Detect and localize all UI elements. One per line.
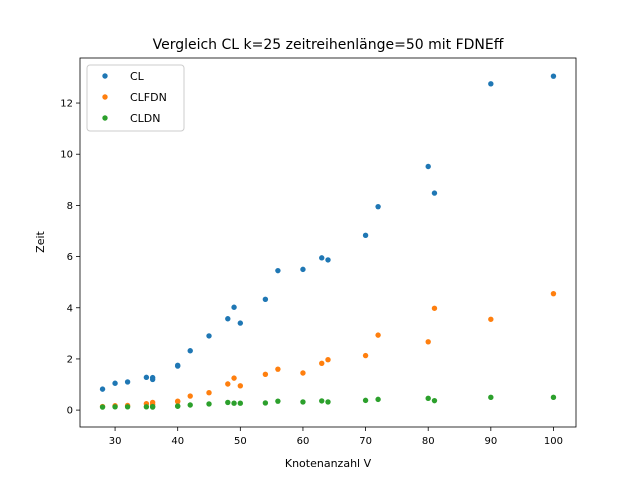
x-tick-label: 90 xyxy=(484,436,497,447)
data-point-clfdn xyxy=(488,316,494,322)
data-point-cl xyxy=(275,267,281,274)
data-point-clfdn xyxy=(319,360,325,366)
data-point-clfdn xyxy=(206,390,212,396)
data-point-cldn xyxy=(300,399,306,405)
y-tick-label: 12 xyxy=(60,99,73,110)
y-axis-label: Zeit xyxy=(34,230,47,252)
data-point-clfdn xyxy=(425,339,431,345)
x-tick-label: 30 xyxy=(109,436,122,447)
data-point-cl xyxy=(206,333,212,339)
data-point-cldn xyxy=(262,400,269,406)
data-point-clfdn xyxy=(225,381,231,387)
plot-area xyxy=(99,73,557,410)
series-clfdn xyxy=(99,290,557,410)
y-tick-label: 4 xyxy=(67,303,73,314)
data-point-cldn xyxy=(275,398,281,404)
y-axis: 0 2 4 6 8 10 12 xyxy=(60,99,80,417)
data-point-cldn xyxy=(431,397,438,404)
legend-marker xyxy=(102,73,108,79)
data-point-cl xyxy=(375,203,381,210)
legend-item-cldn: CLDN xyxy=(102,112,161,125)
x-axis: 30 40 50 60 70 80 90 100 xyxy=(109,427,563,447)
data-point-cldn xyxy=(112,404,118,410)
y-tick-label: 8 xyxy=(67,201,73,212)
x-tick-label: 40 xyxy=(171,436,184,447)
data-point-cl xyxy=(225,316,231,322)
data-point-clfdn xyxy=(262,371,269,377)
data-point-clfdn xyxy=(237,383,244,389)
x-tick-label: 100 xyxy=(544,436,563,447)
data-point-cl xyxy=(124,379,131,385)
data-point-cldn xyxy=(187,402,193,408)
data-point-cl xyxy=(112,380,118,386)
data-point-cl xyxy=(174,363,181,369)
data-point-clfdn xyxy=(300,370,306,376)
x-tick-label: 70 xyxy=(359,436,372,447)
data-point-cl xyxy=(143,374,150,381)
x-tick-label: 50 xyxy=(234,436,247,447)
plot-frame xyxy=(79,57,577,428)
data-point-cldn xyxy=(149,404,156,410)
data-point-cl xyxy=(231,304,237,310)
data-point-cl xyxy=(300,266,306,273)
data-point-cl xyxy=(362,232,369,239)
series-cldn xyxy=(99,394,557,410)
legend: CL CLFDN CLDN xyxy=(86,64,185,132)
data-point-cl xyxy=(488,81,494,87)
data-point-cldn xyxy=(231,400,237,406)
data-point-cl xyxy=(262,296,269,303)
data-point-cldn xyxy=(99,404,106,410)
data-point-cldn xyxy=(319,398,325,404)
y-tick-label: 0 xyxy=(67,406,73,417)
data-point-cldn xyxy=(488,394,494,401)
data-point-clfdn xyxy=(550,290,557,297)
x-tick-label: 80 xyxy=(422,436,435,447)
data-point-cl xyxy=(431,190,438,196)
data-point-cl xyxy=(319,255,325,261)
series-cl xyxy=(99,73,557,392)
data-point-cl xyxy=(325,257,331,263)
data-point-clfdn xyxy=(362,352,369,359)
legend-marker xyxy=(102,115,108,121)
legend-label: CLDN xyxy=(130,112,161,125)
data-point-clfdn xyxy=(275,366,281,372)
data-point-cldn xyxy=(425,395,431,402)
data-point-cldn xyxy=(206,401,212,407)
data-point-cldn xyxy=(124,404,131,410)
data-point-cl xyxy=(99,386,106,392)
data-point-clfdn xyxy=(174,398,181,405)
y-tick-label: 10 xyxy=(60,150,73,161)
data-point-cldn xyxy=(550,394,557,401)
legend-marker xyxy=(102,94,108,100)
legend-label: CL xyxy=(130,70,145,83)
data-point-clfdn xyxy=(325,356,331,363)
data-point-cldn xyxy=(237,400,244,406)
data-point-cl xyxy=(550,73,557,79)
y-tick-label: 2 xyxy=(67,354,73,365)
legend-box xyxy=(86,64,185,132)
legend-item-clfdn: CLFDN xyxy=(102,91,167,104)
data-point-clfdn xyxy=(231,375,237,381)
data-point-cl xyxy=(149,376,156,383)
data-point-cldn xyxy=(362,397,369,404)
data-point-cl xyxy=(237,320,244,326)
data-point-cldn xyxy=(174,403,181,409)
chart-title: Vergleich CL k=25 zeitreihenlänge=50 mit… xyxy=(153,37,504,53)
data-point-clfdn xyxy=(375,332,381,338)
data-point-cldn xyxy=(225,399,231,406)
y-tick-label: 6 xyxy=(67,252,73,263)
data-point-clfdn xyxy=(187,393,193,399)
legend-label: CLFDN xyxy=(130,91,167,104)
data-point-cldn xyxy=(143,404,150,410)
data-point-cldn xyxy=(375,396,381,403)
legend-item-cl: CL xyxy=(102,70,145,83)
data-point-cl xyxy=(425,163,431,170)
x-tick-label: 60 xyxy=(297,436,310,447)
data-point-cldn xyxy=(325,399,331,405)
x-axis-label: Knotenanzahl V xyxy=(285,457,372,470)
data-point-cl xyxy=(187,348,193,354)
data-point-clfdn xyxy=(431,305,438,311)
